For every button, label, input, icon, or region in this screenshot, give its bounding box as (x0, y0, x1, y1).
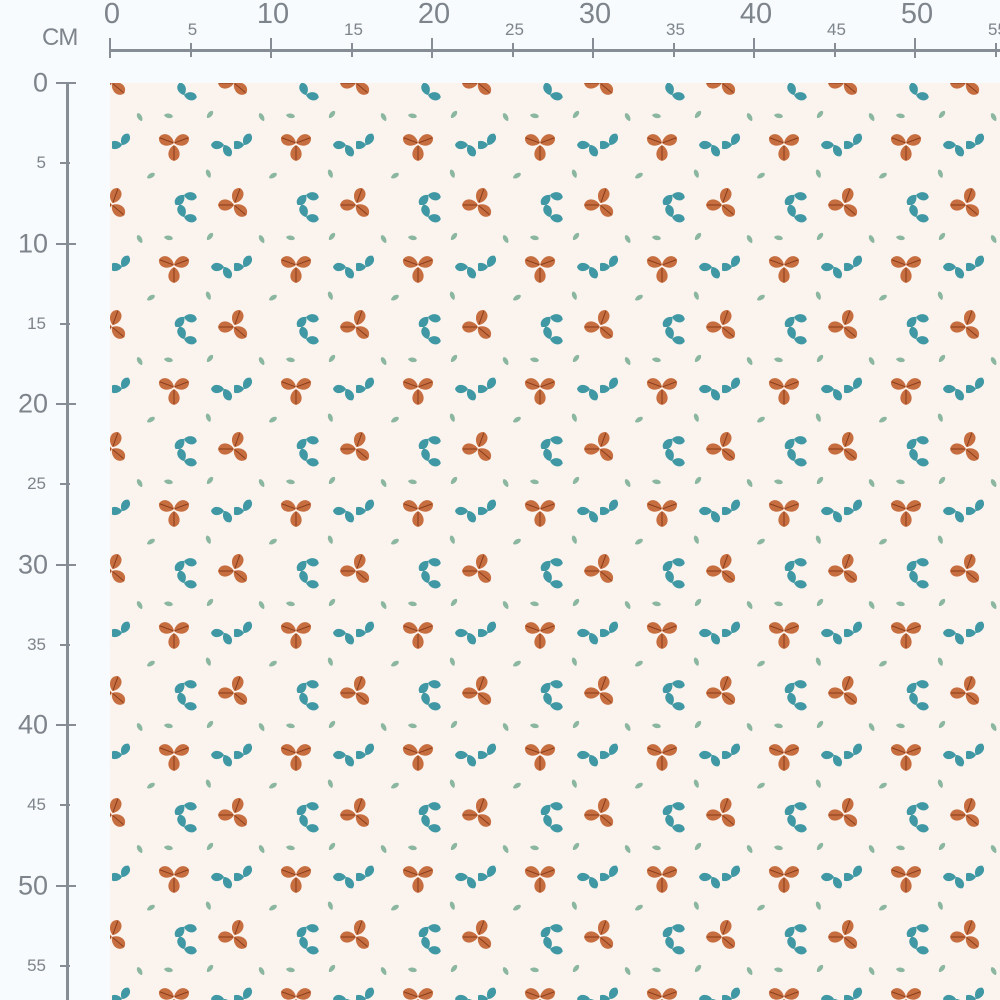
x-tick (592, 38, 594, 58)
x-tick-label: 30 (578, 0, 612, 30)
y-tick-label: 35 (27, 634, 46, 654)
y-tick-label: 0 (32, 67, 48, 98)
x-tick-label: 0 (103, 0, 121, 30)
horizontal-ruler-line (110, 49, 1000, 52)
x-tick-label: 20 (417, 0, 451, 30)
x-tick-label: 10 (256, 0, 290, 30)
x-tick (833, 43, 836, 57)
x-tick-label: 55 (988, 20, 1000, 39)
fabric-swatch (110, 83, 1000, 1000)
y-tick (56, 563, 76, 566)
x-tick-label: 35 (666, 20, 685, 39)
x-tick (753, 38, 755, 58)
y-tick (60, 804, 70, 807)
y-tick-label: 10 (17, 228, 48, 258)
x-tick (109, 38, 111, 58)
y-tick (56, 884, 76, 887)
y-tick (60, 643, 70, 646)
x-tick-label: 40 (739, 0, 773, 30)
unit-label: CM (42, 24, 78, 51)
fabric-pattern (110, 83, 1000, 1000)
x-tick (914, 38, 916, 58)
y-tick-label: 55 (27, 955, 46, 975)
y-tick (60, 322, 70, 325)
y-tick (60, 162, 70, 165)
y-tick-label: 20 (17, 388, 48, 419)
x-tick (431, 38, 433, 58)
y-tick-label: 15 (27, 313, 46, 333)
x-tick (511, 43, 514, 57)
vertical-ruler: 0 5 10 15 20 25 30 35 40 45 50 55 (0, 67, 105, 1000)
x-tick-label: 45 (827, 20, 846, 39)
y-tick (60, 483, 70, 486)
y-tick-label: 40 (17, 709, 48, 740)
x-tick (350, 43, 353, 57)
x-tick (994, 43, 997, 57)
x-tick (189, 43, 192, 57)
x-tick-label: 25 (505, 20, 524, 39)
x-tick-label: 50 (900, 0, 934, 30)
x-tick (270, 38, 272, 58)
y-tick (56, 724, 76, 726)
y-tick-label: 45 (27, 795, 46, 815)
y-tick-label: 25 (27, 474, 46, 494)
horizontal-ruler: 0 5 10 15 20 25 30 35 40 45 50 55 (0, 0, 1000, 70)
x-tick-label: 15 (344, 20, 363, 39)
x-tick-label: 5 (187, 20, 198, 39)
y-tick (56, 403, 76, 405)
y-tick (56, 242, 76, 245)
x-tick (672, 43, 675, 57)
y-tick (56, 82, 76, 84)
y-tick-label: 30 (17, 549, 48, 579)
y-tick (60, 964, 70, 967)
y-tick-label: 50 (17, 870, 48, 900)
vertical-ruler-line (66, 83, 69, 1000)
y-tick-label: 5 (36, 153, 46, 173)
